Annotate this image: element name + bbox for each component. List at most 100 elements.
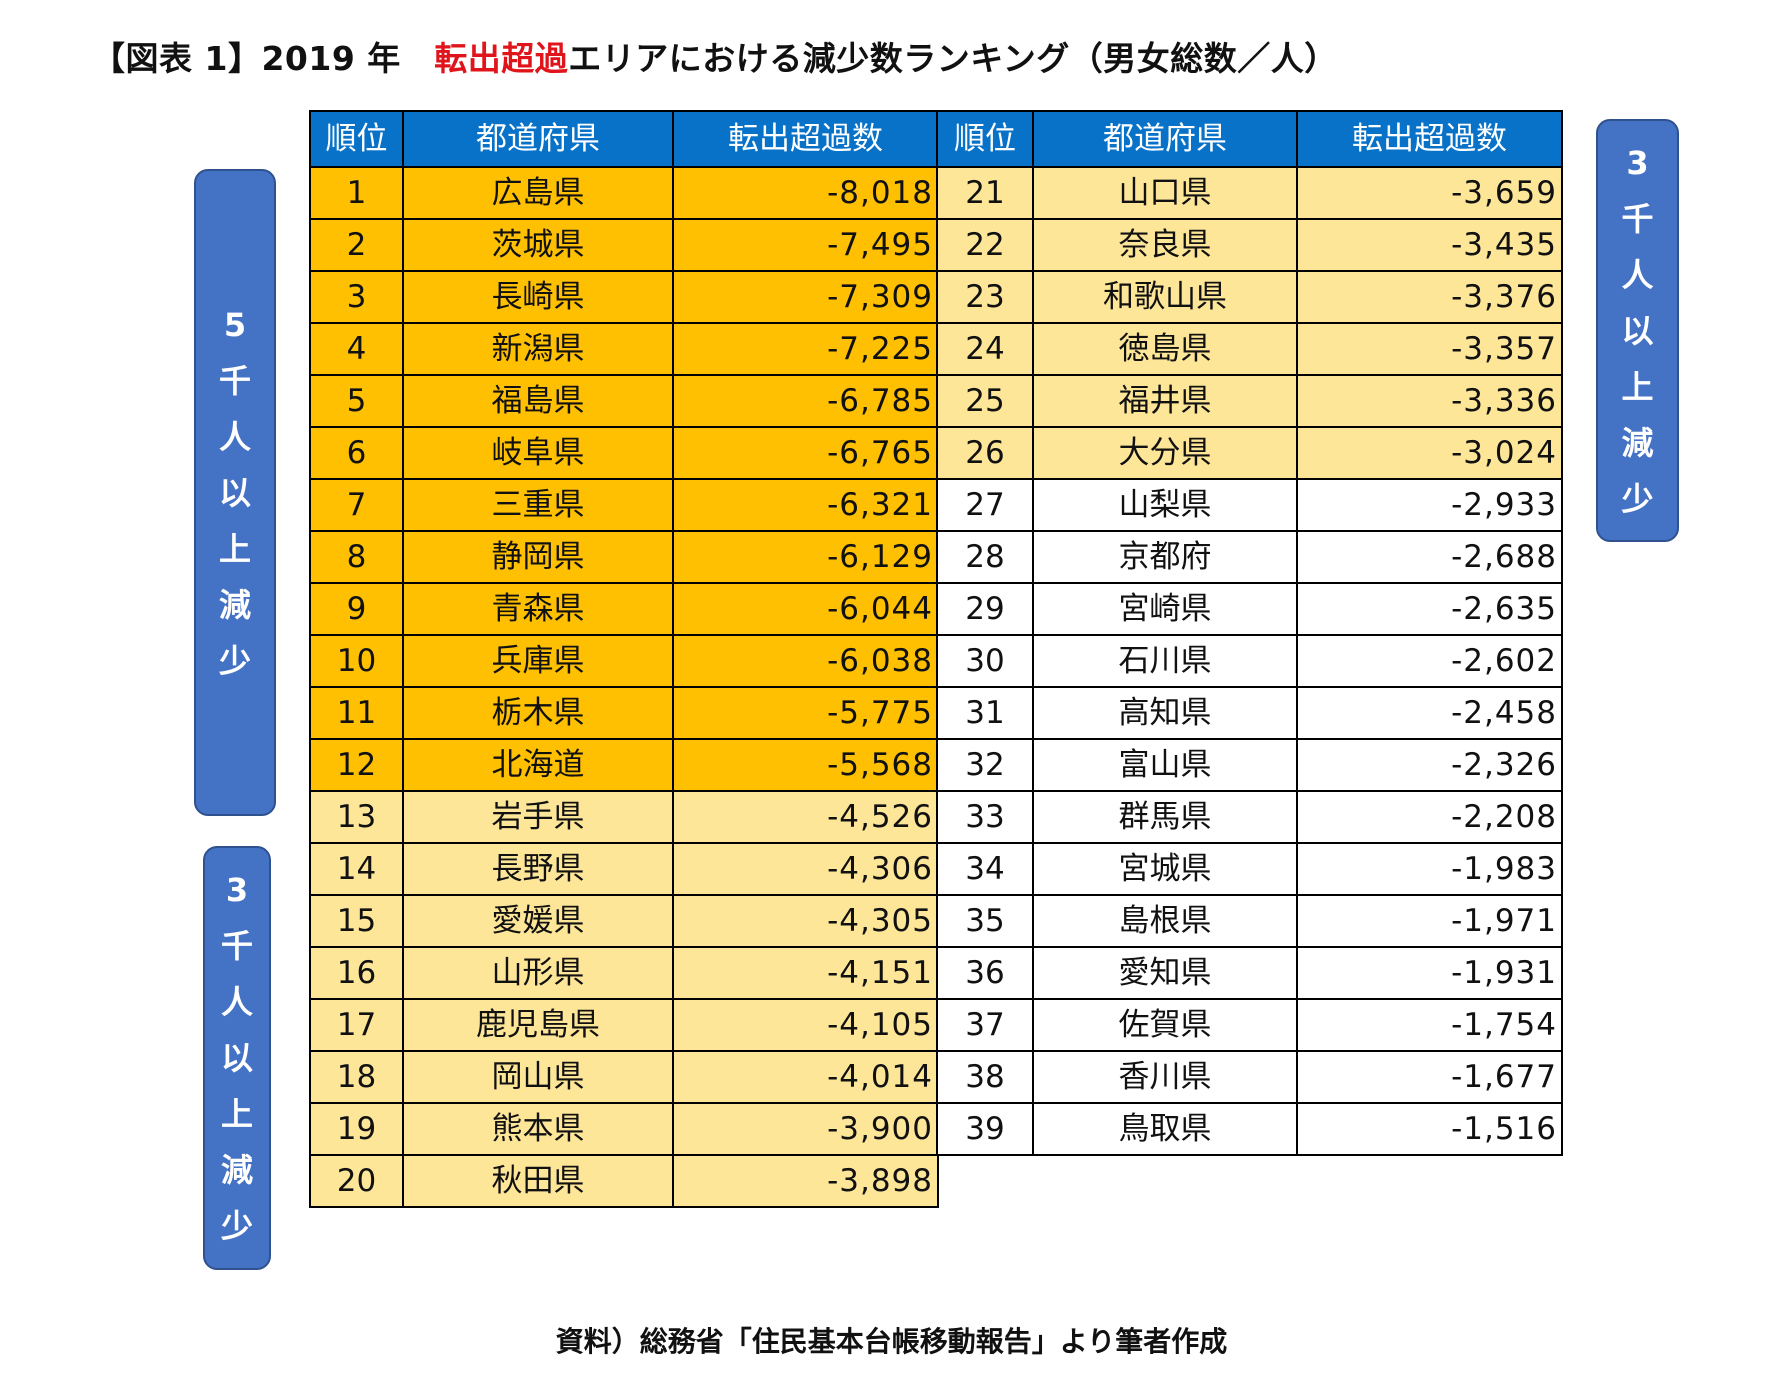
rank-cell: 27 [936, 478, 1034, 532]
title-prefix: 【図表 1】2019 年 [92, 39, 435, 78]
prefecture-cell: 香川県 [1032, 1050, 1298, 1104]
excess-value-cell: -3,659 [1296, 166, 1563, 220]
excess-value-cell: -2,933 [1296, 478, 1563, 532]
header-rank: 順位 [309, 110, 404, 168]
prefecture-cell: 秋田県 [402, 1154, 674, 1208]
header-rank: 順位 [936, 110, 1034, 168]
excess-value-cell: -1,971 [1296, 894, 1563, 948]
rank-cell: 15 [309, 894, 404, 948]
prefecture-cell: 佐賀県 [1032, 998, 1298, 1052]
prefecture-cell: 長崎県 [402, 270, 674, 324]
prefecture-cell: 大分県 [1032, 426, 1298, 480]
table-row: 7 三重県 -6,321 [309, 478, 939, 532]
header-excess: 転出超過数 [672, 110, 939, 168]
rank-cell: 33 [936, 790, 1034, 844]
excess-value-cell: -7,495 [672, 218, 939, 272]
excess-value-cell: -7,225 [672, 322, 939, 376]
header-prefecture: 都道府県 [1032, 110, 1298, 168]
excess-value-cell: -1,931 [1296, 946, 1563, 1000]
prefecture-cell: 愛媛県 [402, 894, 674, 948]
excess-value-cell: -2,326 [1296, 738, 1563, 792]
prefecture-cell: 鹿児島県 [402, 998, 674, 1052]
rank-cell: 18 [309, 1050, 404, 1104]
excess-value-cell: -4,305 [672, 894, 939, 948]
prefecture-cell: 山口県 [1032, 166, 1298, 220]
rank-cell: 11 [309, 686, 404, 740]
table-row: 18 岡山県 -4,014 [309, 1050, 939, 1104]
table-row: 33 群馬県 -2,208 [936, 790, 1563, 844]
excess-value-cell: -2,458 [1296, 686, 1563, 740]
rank-cell: 1 [309, 166, 404, 220]
excess-value-cell: -1,516 [1296, 1102, 1563, 1156]
prefecture-cell: 茨城県 [402, 218, 674, 272]
table-row: 5 福島県 -6,785 [309, 374, 939, 428]
ranking-table-left-body: 1 広島県 -8,018 2 茨城県 -7,495 3 長崎県 -7,309 4 新潟県 -7,225… [309, 166, 939, 1208]
excess-value-cell: -3,435 [1296, 218, 1563, 272]
prefecture-cell: 和歌山県 [1032, 270, 1298, 324]
prefecture-cell: 北海道 [402, 738, 674, 792]
rank-cell: 12 [309, 738, 404, 792]
table-row: 10 兵庫県 -6,038 [309, 634, 939, 688]
rank-cell: 13 [309, 790, 404, 844]
excess-value-cell: -5,568 [672, 738, 939, 792]
table-row: 19 熊本県 -3,900 [309, 1102, 939, 1156]
prefecture-cell: 福井県 [1032, 374, 1298, 428]
table-row: 15 愛媛県 -4,305 [309, 894, 939, 948]
prefecture-cell: 岐阜県 [402, 426, 674, 480]
excess-value-cell: -8,018 [672, 166, 939, 220]
excess-value-cell: -2,688 [1296, 530, 1563, 584]
table-row: 27 山梨県 -2,933 [936, 478, 1563, 532]
prefecture-cell: 長野県 [402, 842, 674, 896]
prefecture-cell: 富山県 [1032, 738, 1298, 792]
excess-value-cell: -6,785 [672, 374, 939, 428]
excess-value-cell: -6,765 [672, 426, 939, 480]
prefecture-cell: 山形県 [402, 946, 674, 1000]
excess-value-cell: -4,151 [672, 946, 939, 1000]
table-row: 2 茨城県 -7,495 [309, 218, 939, 272]
rank-cell: 5 [309, 374, 404, 428]
excess-value-cell: -2,635 [1296, 582, 1563, 636]
excess-value-cell: -3,357 [1296, 322, 1563, 376]
rank-cell: 28 [936, 530, 1034, 584]
table-row: 36 愛知県 -1,931 [936, 946, 1563, 1000]
prefecture-cell: 愛知県 [1032, 946, 1298, 1000]
rank-cell: 8 [309, 530, 404, 584]
excess-value-cell: -3,024 [1296, 426, 1563, 480]
excess-value-cell: -2,208 [1296, 790, 1563, 844]
ranking-table-right-body: 21 山口県 -3,659 22 奈良県 -3,435 23 和歌山県 -3,376 24 徳島県 -… [936, 166, 1563, 1156]
table-row: 20 秋田県 -3,898 [309, 1154, 939, 1208]
excess-value-cell: -1,677 [1296, 1050, 1563, 1104]
table-row: 3 長崎県 -7,309 [309, 270, 939, 324]
rank-cell: 34 [936, 842, 1034, 896]
prefecture-cell: 岡山県 [402, 1050, 674, 1104]
excess-value-cell: -6,038 [672, 634, 939, 688]
rank-cell: 3 [309, 270, 404, 324]
prefecture-cell: 山梨県 [1032, 478, 1298, 532]
excess-value-cell: -3,336 [1296, 374, 1563, 428]
rank-cell: 4 [309, 322, 404, 376]
excess-value-cell: -1,754 [1296, 998, 1563, 1052]
rank-cell: 37 [936, 998, 1034, 1052]
excess-value-cell: -4,526 [672, 790, 939, 844]
rank-cell: 14 [309, 842, 404, 896]
prefecture-cell: 石川県 [1032, 634, 1298, 688]
rank-cell: 22 [936, 218, 1034, 272]
table-row: 26 大分県 -3,024 [936, 426, 1563, 480]
excess-value-cell: -2,602 [1296, 634, 1563, 688]
rank-cell: 2 [309, 218, 404, 272]
title-suffix: エリアにおける減少数ランキング（男女総数／人） [568, 39, 1338, 78]
rank-cell: 36 [936, 946, 1034, 1000]
table-row: 32 富山県 -2,326 [936, 738, 1563, 792]
table-row: 1 広島県 -8,018 [309, 166, 939, 220]
table-row: 6 岐阜県 -6,765 [309, 426, 939, 480]
table-row: 25 福井県 -3,336 [936, 374, 1563, 428]
prefecture-cell: 静岡県 [402, 530, 674, 584]
excess-value-cell: -6,321 [672, 478, 939, 532]
prefecture-cell: 群馬県 [1032, 790, 1298, 844]
excess-value-cell: -3,898 [672, 1154, 939, 1208]
table-row: 37 佐賀県 -1,754 [936, 998, 1563, 1052]
table-row: 17 鹿児島県 -4,105 [309, 998, 939, 1052]
rank-cell: 38 [936, 1050, 1034, 1104]
table-row: 24 徳島県 -3,357 [936, 322, 1563, 376]
